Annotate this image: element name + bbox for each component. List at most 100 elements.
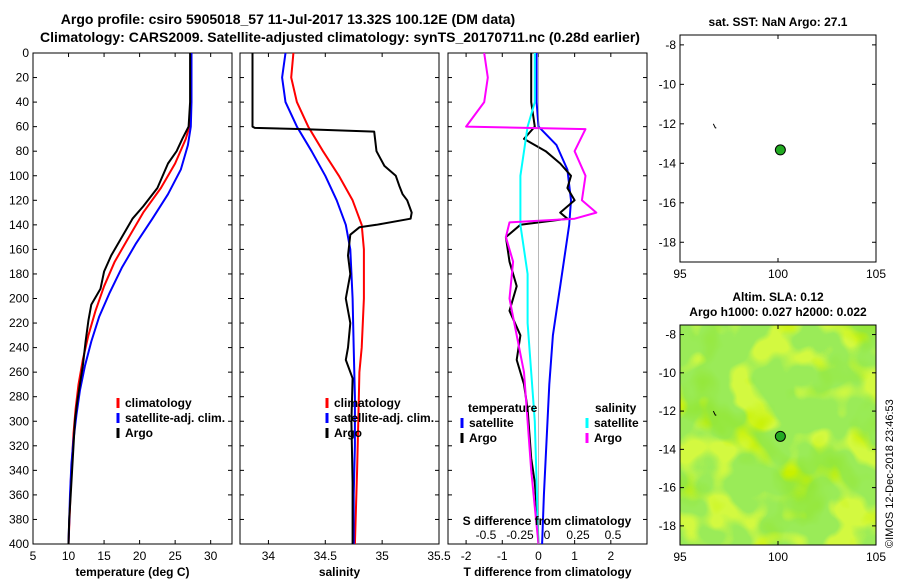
y-tick-label: 320 (9, 439, 29, 453)
series-line-argo (251, 53, 413, 544)
top-tick-label: -0.5 (476, 528, 497, 542)
x-tick-label: 1 (571, 549, 578, 563)
y-tick-label: -12 (659, 117, 677, 131)
y-tick-label: 360 (9, 488, 29, 502)
y-tick-label: 400 (9, 537, 29, 551)
figure-title-line1: Argo profile: csiro 5905018_57 11-Jul-20… (61, 11, 515, 27)
y-tick-label: 260 (9, 365, 29, 379)
top-tick-label: 0.25 (566, 528, 590, 542)
legend-label: Argo (594, 431, 622, 445)
x-tick-label: 30 (204, 549, 218, 563)
legend-label: satellite (469, 416, 514, 430)
sla-map-title-line1: Altim. SLA: 0.12 (732, 290, 824, 304)
x-tick-label: 20 (133, 549, 147, 563)
legend-label: Argo (125, 426, 153, 440)
x-tick-label: -1 (497, 549, 508, 563)
y-tick-label: 340 (9, 463, 29, 477)
legend-label: Argo (334, 426, 362, 440)
y-tick-label: 0 (22, 46, 29, 60)
x-tick-label: 105 (866, 550, 886, 564)
figure-title-line2: Climatology: CARS2009. Satellite-adjuste… (40, 29, 640, 45)
legend-label: Argo (469, 431, 497, 445)
series-line-satellite-adj--clim- (281, 52, 356, 544)
y-tick-label: 100 (9, 169, 29, 183)
island-coastline (712, 410, 717, 416)
y-tick-label: 160 (9, 242, 29, 256)
y-tick-label: -14 (659, 442, 677, 456)
y-tick-label: -8 (665, 328, 676, 342)
x-axis-label: T difference from climatology (463, 565, 631, 579)
y-tick-label: 140 (9, 218, 29, 232)
legend-title-temperature: temperature (468, 401, 538, 415)
x-tick-label: 34.5 (314, 549, 338, 563)
x-tick-label: 2 (607, 549, 614, 563)
y-tick-label: 120 (9, 193, 29, 207)
sla-map-title-line2: Argo h1000: 0.027 h2000: 0.022 (689, 305, 867, 319)
y-tick-label: 80 (16, 144, 30, 158)
legend-label: satellite-adj. clim. (125, 411, 225, 425)
y-tick-label: -10 (659, 77, 677, 91)
argo-float-marker (774, 430, 786, 442)
y-tick-label: 180 (9, 267, 29, 281)
y-tick-label: -14 (659, 156, 677, 170)
x-tick-label: 10 (62, 549, 76, 563)
y-tick-label: 200 (9, 292, 29, 306)
x-tick-label: 34 (262, 549, 276, 563)
legend-label: satellite-adj. clim. (334, 411, 434, 425)
island-coastline (712, 123, 717, 129)
x-tick-label: -2 (461, 549, 472, 563)
legend-label: climatology (334, 396, 401, 410)
x-tick-label: 35 (375, 549, 389, 563)
p2-frame (239, 52, 440, 545)
y-tick-label: 300 (9, 414, 29, 428)
x-axis-label: salinity (319, 565, 361, 579)
y-tick-label: -12 (659, 404, 677, 418)
top-tick-label: -0.25 (506, 528, 534, 542)
x-tick-label: 105 (866, 267, 886, 281)
y-tick-label: 240 (9, 341, 29, 355)
y-tick-label: 40 (16, 95, 30, 109)
sst-map-title: sat. SST: NaN Argo: 27.1 (709, 15, 848, 29)
series-line-argo (67, 53, 192, 545)
watermark: ©IMOS 12-Dec-2018 23:46:53 (884, 399, 896, 548)
x-tick-label: 100 (768, 550, 788, 564)
y-tick-label: -10 (659, 366, 677, 380)
top-tick-label: 0.5 (605, 528, 622, 542)
salinity-profile-panel: 34 34.5 35 35.5 salinity climatologysatellite… (239, 52, 451, 579)
x-tick-label: 35.5 (427, 549, 451, 563)
y-tick-label: 380 (9, 512, 29, 526)
y-tick-label: -18 (659, 519, 677, 533)
argo-float-marker (774, 144, 786, 156)
y-tick-label: -18 (659, 235, 677, 249)
temperature-profile-panel: 0 20 40 60 80 100 120 140 160 180 200 220 240 260 280 3… (9, 46, 233, 579)
p1-frame (32, 52, 233, 545)
sst-map-panel: -8 -10 -12 -14 -16 -18 95 100 105 sat. SST: NaN A… (659, 15, 887, 281)
x-tick-label: 25 (168, 549, 182, 563)
legend-title-salinity: salinity (595, 401, 637, 415)
series-line-t-satellite (535, 53, 572, 545)
y-tick-label: -8 (665, 38, 676, 52)
x-tick-label: 5 (30, 549, 37, 563)
legend-label: satellite (594, 416, 639, 430)
series-line-climatology (290, 52, 365, 545)
x-axis-label: temperature (deg C) (75, 565, 189, 579)
x-tick-label: 0 (535, 549, 542, 563)
y-tick-label: 280 (9, 390, 29, 404)
legend-label: climatology (125, 396, 192, 410)
difference-profile-panel: -2 -1 0 1 2 T difference from climatology S di… (447, 52, 648, 579)
y-tick-label: 220 (9, 316, 29, 330)
x-tick-label: 95 (673, 267, 687, 281)
top-axis-label: S difference from climatology (463, 514, 632, 528)
top-tick-label: 0 (544, 528, 551, 542)
x-tick-label: 15 (97, 549, 111, 563)
x-tick-label: 95 (673, 550, 687, 564)
sla-map-panel: -8 -10 -12 -14 -16 -18 95 100 105 Altim. SLA: 0.1… (659, 290, 887, 564)
y-tick-label: 20 (16, 71, 30, 85)
series-line-s-argo (465, 52, 598, 545)
y-tick-label: -16 (659, 196, 677, 210)
series-line-s-satellite (519, 53, 540, 545)
y-tick-label: 60 (16, 120, 30, 134)
x-tick-label: 100 (768, 267, 788, 281)
y-tick-label: -16 (659, 481, 677, 495)
